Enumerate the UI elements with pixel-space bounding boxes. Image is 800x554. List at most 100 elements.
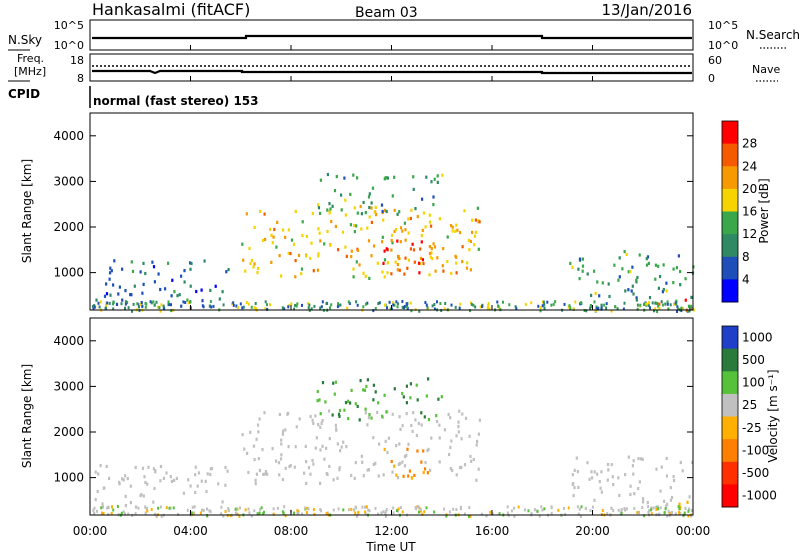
scatter-cell: [684, 277, 687, 281]
scatter-cell: [664, 302, 667, 306]
scatter-cell: [367, 195, 371, 199]
scatter-cell: [362, 200, 365, 205]
scatter-cell: [457, 424, 460, 429]
xtick-label: 12:00: [374, 524, 409, 538]
date-title: 13/Jan/2016: [602, 1, 693, 19]
scatter-cell: [459, 302, 462, 306]
scatter-cell: [419, 509, 422, 513]
scatter-cell: [668, 514, 671, 518]
scatter-cell: [538, 514, 541, 518]
scatter-cell: [641, 457, 644, 461]
noise-left-tick-bottom: 10^0: [54, 39, 84, 52]
scatter-cell: [433, 177, 436, 181]
scatter-cell: [517, 505, 520, 509]
scatter-cell: [470, 302, 473, 306]
scatter-cell: [645, 302, 648, 306]
scatter-cell: [613, 263, 616, 267]
scatter-cell: [146, 509, 149, 513]
scatter-cell: [141, 291, 144, 295]
scatter-cell: [107, 505, 110, 509]
scatter-cell: [537, 304, 540, 308]
scatter-cell: [319, 425, 322, 429]
scatter-cell: [330, 219, 333, 224]
scatter-cell: [455, 508, 458, 511]
scatter-cell: [616, 307, 619, 311]
scatter-cell: [272, 512, 275, 516]
scatter-cell: [317, 252, 320, 256]
scatter-cell: [264, 300, 267, 304]
scatter-cell: [473, 234, 477, 238]
scatter-cell: [454, 229, 457, 233]
scatter-cell: [254, 478, 257, 482]
scatter-cell: [95, 298, 98, 302]
scatter-cell: [486, 306, 489, 310]
scatter-cell: [105, 303, 108, 307]
scatter-cell: [554, 300, 557, 304]
scatter-cell: [550, 511, 553, 515]
scatter-cell: [432, 242, 435, 246]
scatter-cell: [172, 506, 175, 510]
scatter-cell: [455, 223, 458, 227]
scatter-cell: [436, 300, 438, 304]
scatter-cell: [377, 302, 380, 305]
scatter-cell: [310, 307, 313, 311]
scatter-cell: [409, 216, 412, 221]
scatter-cell: [275, 459, 278, 463]
scatter-cell: [121, 267, 124, 271]
scatter-cell: [540, 505, 543, 509]
scatter-cell: [463, 512, 466, 516]
scatter-cell: [571, 473, 574, 477]
scatter-cell: [257, 430, 260, 434]
scatter-cell: [173, 478, 176, 482]
scatter-cell: [679, 269, 682, 274]
scatter-cell: [318, 398, 321, 402]
scatter-cell: [630, 289, 633, 293]
scatter-cell: [194, 473, 197, 477]
scatter-cell: [252, 444, 256, 448]
scatter-cell: [222, 303, 225, 307]
scatter-cell: [385, 508, 388, 512]
scatter-cell: [454, 254, 457, 258]
scatter-cell: [654, 301, 657, 305]
scatter-cell: [576, 470, 579, 474]
scatter-cell: [686, 309, 689, 313]
scatter-cell: [370, 254, 373, 258]
scatter-cell: [380, 203, 384, 207]
scatter-cell: [156, 305, 159, 309]
scatter-cell: [682, 307, 685, 310]
scatter-cell: [610, 506, 613, 510]
scatter-cell: [487, 302, 490, 306]
scatter-cell: [344, 401, 348, 405]
scatter-cell: [364, 505, 366, 509]
scatter-cell: [349, 192, 352, 196]
scatter-cell: [258, 468, 261, 473]
scatter-cell: [301, 220, 304, 224]
scatter-cell: [338, 408, 342, 413]
scatter-cell: [359, 204, 362, 209]
scatter-cell: [409, 396, 412, 400]
freq-right-tick-bottom: 0: [708, 72, 715, 85]
scatter-cell: [105, 464, 108, 469]
noise-sky-trace: [92, 34, 692, 40]
scatter-cell: [344, 213, 347, 217]
scatter-cell: [284, 466, 287, 470]
scatter-cell: [391, 412, 394, 416]
colorbar-segment: [722, 326, 738, 350]
scatter-cell: [361, 505, 364, 509]
scatter-cell: [275, 245, 278, 249]
scatter-cell: [138, 309, 141, 313]
scatter-cell: [418, 309, 421, 313]
scatter-cell: [669, 498, 672, 502]
scatter-cell: [195, 289, 198, 294]
scatter-cell: [355, 300, 358, 304]
scatter-cell: [557, 508, 560, 512]
scatter-cell: [395, 473, 398, 477]
scatter-cell: [647, 261, 650, 265]
scatter-cell: [293, 307, 296, 311]
scatter-cell: [581, 257, 584, 261]
scatter-cell: [258, 417, 261, 421]
scatter-cell: [386, 261, 389, 265]
scatter-cell: [574, 300, 577, 304]
scatter-cell: [428, 251, 432, 256]
scatter-cell: [569, 306, 572, 310]
